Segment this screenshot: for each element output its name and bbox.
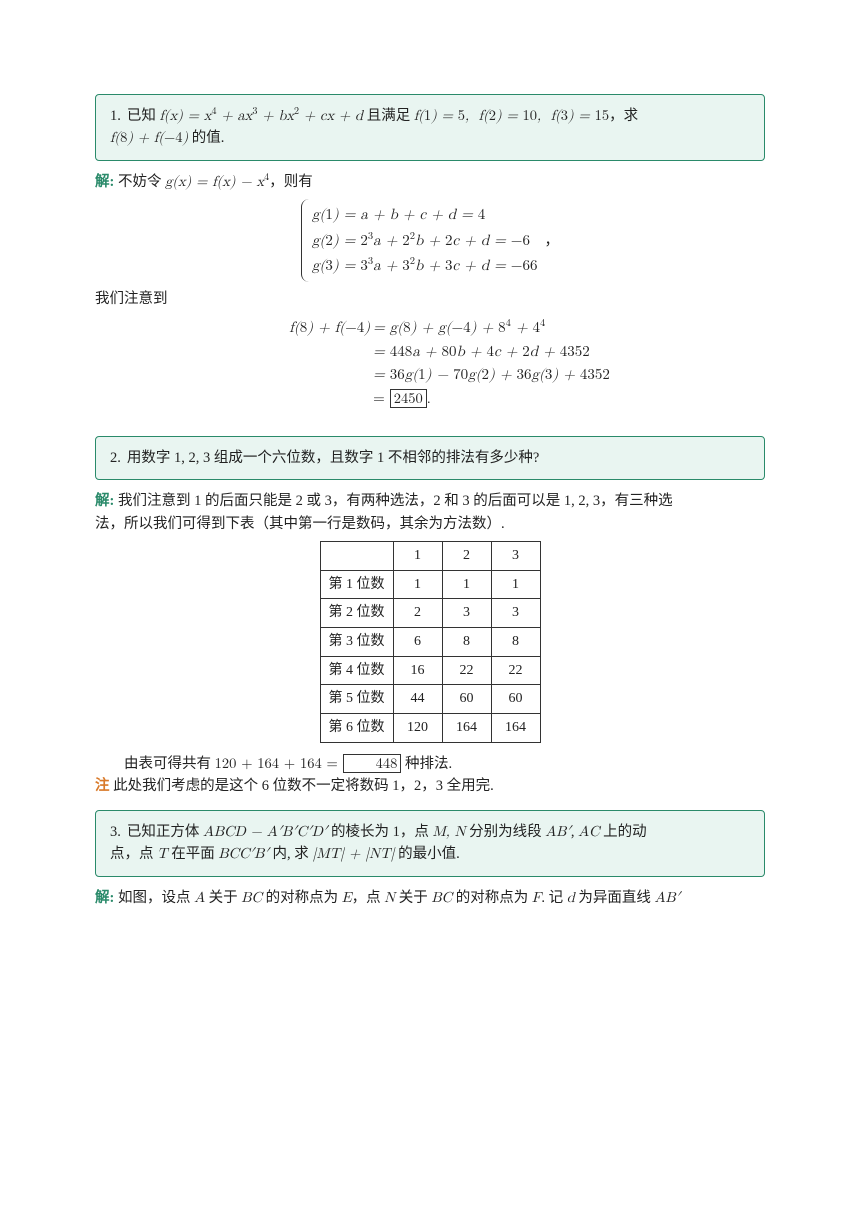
problem-1-box: 1.已知 f(x) = x4 + ax3 + bx2 + cx + d 且满足 … [95, 94, 765, 161]
solution-1-intro-f: g(x) = f(x) − x4 [165, 174, 269, 189]
table-header-row: 123 [320, 542, 540, 571]
problem-1-vals: f(1) = 5, f(2) = 10, f(3) = 15 [414, 108, 609, 123]
aligned-lhs: f(8) + f(−4) [289, 320, 370, 335]
solution-1-intro-b: ，则有 [269, 174, 313, 190]
aligned-r4-eq: = [373, 391, 390, 406]
table-row: 第 5 位数446060 [320, 685, 540, 714]
p3-f1: ABCD − A′B′C′D′ [203, 824, 327, 839]
solution-1-aligned: f(8) + f(−4)= g(8) + g(−4) + 84 + 44 = 4… [95, 316, 765, 417]
solution-2-para-a: 解: 我们注意到 1 的后面只能是 2 或 3，有两种选法，2 和 3 的后面可… [95, 490, 765, 512]
problem-1-formula-2: f(8) + f(−4) [110, 130, 188, 145]
solution-2-label: 解: [95, 493, 114, 509]
problem-1-text-a: 已知 [127, 108, 160, 124]
aligned-r3: = 36g(1) − 70g(2) + 36g(3) + 4352 [373, 367, 610, 382]
problem-1-formula-1: f(x) = x4 + ax3 + bx2 + cx + d [160, 108, 364, 123]
p3-f2: M, N [432, 824, 465, 839]
page: 1.已知 f(x) = x4 + ax3 + bx2 + cx + d 且满足 … [0, 0, 860, 1216]
solution-3: 解: 如图，设点 A 关于 BC 的对称点为 E，点 N 关于 BC 的对称点为… [95, 887, 765, 909]
solution-2-conclusion: 由表可得共有 120 + 164 + 164 = 448 种排法. [95, 753, 765, 775]
problem-2-box: 2. 用数字 1, 2, 3 组成一个六位数，且数字 1 不相邻的排法有多少种? [95, 436, 765, 480]
aligned-r2: = 448a + 80b + 4c + 2d + 4352 [373, 344, 590, 359]
table-row: 第 6 位数120164164 [320, 714, 540, 743]
solution-2-para-b: 法，所以我们可得到下表（其中第一行是数码，其余为方法数）. [95, 513, 765, 535]
solution-3-label: 解: [95, 890, 114, 906]
table-header-2: 2 [442, 542, 491, 571]
conclusion-boxed: 448 [343, 754, 402, 773]
sys-row-2: g(2) = 23a + 22b + 2c + d = −6 [312, 233, 530, 248]
table-row: 第 4 位数162222 [320, 656, 540, 685]
aligned-boxed: 2450 [390, 389, 427, 408]
solution-1-label: 解: [95, 174, 114, 190]
table-row: 第 1 位数111 [320, 570, 540, 599]
note-2: 注 此处我们考虑的是这个 6 位数不一定将数码 1，2，3 全用完. [95, 775, 765, 797]
note-2-label: 注 [95, 778, 110, 794]
aligned-tail: . [427, 391, 431, 406]
p3-f5: T [157, 846, 167, 861]
problem-1-text-c: ，求 [609, 108, 638, 124]
solution-1: 解: 不妨令 g(x) = f(x) − x4，则有 [95, 171, 765, 193]
problem-1-text-b: 且满足 [363, 108, 414, 124]
table-row: 第 3 位数688 [320, 628, 540, 657]
solution-1-system: g(1) = a + b + c + d = 4 g(2) = 23a + 22… [95, 199, 765, 281]
problem-3-box: 3.已知正方体 ABCD − A′B′C′D′ 的棱长为 1，点 M, N 分别… [95, 810, 765, 877]
solution-1-note-line: 我们注意到 [95, 288, 765, 310]
problem-2-number: 2. [110, 450, 121, 466]
note-2-text: 此处我们考虑的是这个 6 位数不一定将数码 1，2，3 全用完. [110, 778, 494, 794]
p3-f7: |MT| + |NT| [312, 846, 394, 861]
p3-f3: AB′ [545, 824, 571, 839]
table-header-3: 3 [491, 542, 540, 571]
table-header-0 [320, 542, 393, 571]
problem-1-number: 1. [110, 108, 121, 124]
p3-f4: AC [578, 824, 599, 839]
sys-tail: ， [544, 233, 559, 249]
problem-1-text-d: 的值. [188, 130, 224, 146]
solution-1-intro-a: 不妨令 [114, 174, 165, 190]
solution-2-table: 123 第 1 位数111 第 2 位数233 第 3 位数688 第 4 位数… [320, 541, 541, 743]
problem-2-text: 用数字 1, 2, 3 组成一个六位数，且数字 1 不相邻的排法有多少种? [127, 450, 539, 466]
p3-f6: BCC′B′ [218, 846, 269, 861]
table-row: 第 2 位数233 [320, 599, 540, 628]
aligned-r1: = g(8) + g(−4) + 84 + 44 [373, 320, 545, 335]
sys-row-1: g(1) = a + b + c + d = 4 [312, 207, 485, 222]
sys-row-3: g(3) = 33a + 32b + 3c + d = −66 [312, 258, 537, 273]
problem-3-number: 3. [110, 824, 121, 840]
table-header-1: 1 [393, 542, 442, 571]
